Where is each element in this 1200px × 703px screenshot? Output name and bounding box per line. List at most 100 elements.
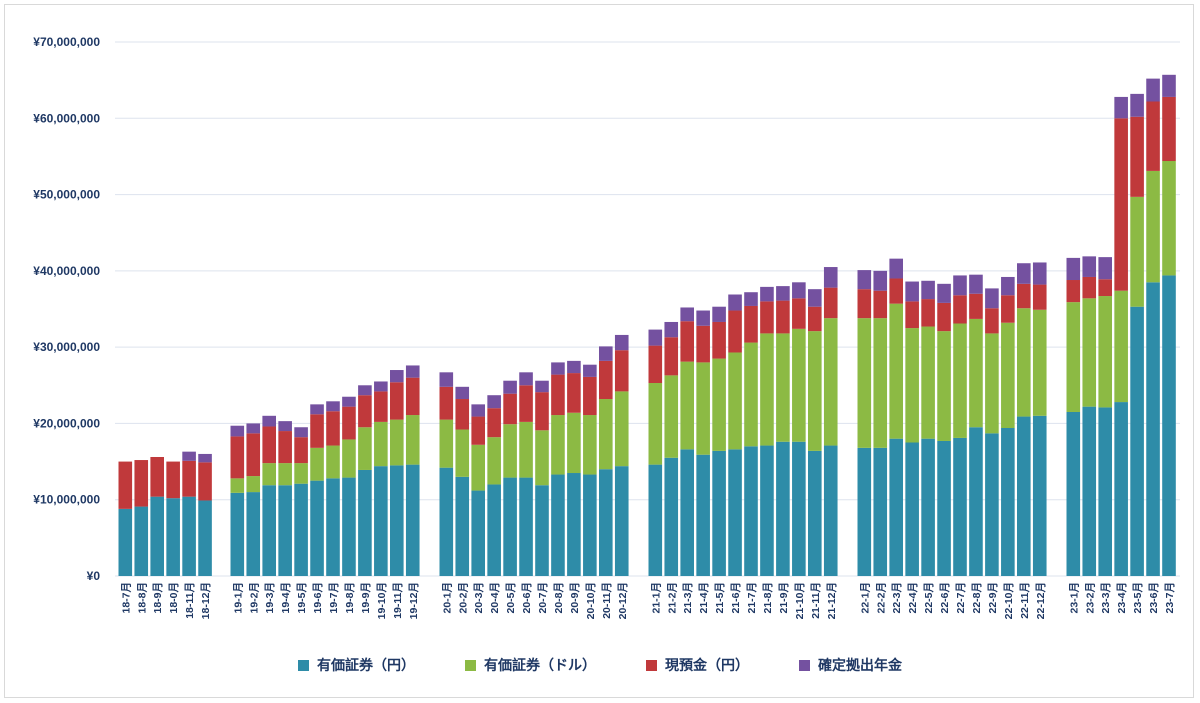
bar-segment [905, 442, 919, 576]
x-tick-label: 20-1月 [441, 582, 453, 614]
legend: 有価証券（円） 有価証券（ドル） 現預金（円） 確定拠出年金 [0, 655, 1200, 675]
bar-segment [1130, 306, 1144, 576]
legend-swatch [465, 659, 476, 671]
bar-segment [857, 447, 872, 576]
legend-swatch [646, 659, 657, 671]
bar-segment [471, 444, 485, 491]
bar-segment [262, 485, 276, 576]
bar-segment [648, 464, 663, 576]
bar-segment [648, 382, 663, 465]
bar-segment [487, 408, 501, 438]
bar-segment [969, 318, 983, 428]
bar-segment [246, 492, 261, 576]
x-tick-label: 19-7月 [328, 582, 340, 614]
bar-segment [583, 415, 597, 475]
bar-segment [599, 346, 613, 361]
bar-segment [551, 415, 565, 475]
bar-segment [1114, 402, 1128, 576]
bar-segment [937, 331, 951, 441]
bar-segment [262, 463, 276, 486]
bar-segment [198, 453, 212, 463]
bar-segment [889, 258, 903, 279]
bar-segment [776, 441, 790, 576]
x-tick-label: 23-7月 [1164, 582, 1176, 614]
bar-segment [471, 416, 485, 445]
bar-segment [823, 287, 838, 319]
bar-segment [1001, 428, 1015, 576]
bar-segment [921, 280, 935, 300]
bar-segment [1017, 283, 1031, 309]
bar-segment [439, 467, 454, 576]
x-tick-label: 21-3月 [682, 582, 694, 614]
bar-segment [535, 430, 549, 486]
bar-segment [1114, 290, 1128, 403]
bar-segment [712, 358, 726, 451]
bar-segment [1032, 415, 1047, 576]
bar-segment [680, 307, 694, 322]
bar-segment [1082, 406, 1097, 576]
x-tick-label: 21-2月 [666, 582, 678, 614]
x-tick-label: 22-11月 [1019, 582, 1031, 619]
x-tick-label: 21-12月 [826, 582, 838, 619]
x-tick-label: 20-9月 [569, 582, 581, 614]
bar-segment [519, 477, 533, 576]
bar-segment [905, 281, 919, 302]
bar-segment [760, 301, 774, 334]
bar-segment [551, 362, 565, 375]
bar-segment [614, 334, 629, 351]
bar-segment [760, 333, 774, 446]
bar-segment [455, 386, 470, 400]
bar-segment [230, 478, 245, 493]
x-tick-label: 22-12月 [1035, 582, 1047, 619]
bar-segment [405, 464, 420, 576]
x-axis-ticks: 18-7月 18-8月 18-9月 18-0月 18-11月 18-12月 19-1月 19-… [120, 582, 1176, 619]
bar-segment [680, 321, 694, 362]
bar-segment [358, 395, 372, 428]
bar-segment [808, 450, 822, 576]
bar-segment [728, 310, 742, 353]
x-tick-label: 23-4月 [1116, 582, 1128, 614]
bar-segment [808, 306, 822, 332]
y-tick-label: ¥70,000,000 [33, 35, 100, 49]
x-tick-label: 22-2月 [875, 582, 887, 614]
y-tick-label: ¥50,000,000 [33, 188, 100, 202]
bar-segment [599, 360, 613, 400]
x-tick-label: 21-9月 [778, 582, 790, 614]
bar-segment [439, 386, 454, 420]
x-tick-label: 20-4月 [489, 582, 501, 614]
bar-segment [1098, 407, 1112, 576]
bar-segment [1146, 78, 1160, 102]
bar-segment [535, 380, 549, 393]
x-tick-label: 20-11月 [601, 582, 613, 619]
bar-segment [921, 299, 935, 327]
bar-segment [873, 270, 888, 291]
x-tick-label: 23-5月 [1132, 582, 1144, 614]
bar-segment [262, 415, 276, 427]
bar-segment [953, 295, 967, 324]
bar-segment [857, 289, 872, 319]
bar-segment [823, 267, 838, 288]
bar-segment [150, 496, 164, 576]
y-tick-label: ¥0 [87, 569, 101, 583]
bar-segment [712, 450, 726, 576]
bar-segment [246, 476, 261, 493]
bar-segment [857, 318, 872, 448]
bars [118, 74, 1176, 576]
bar-segment [889, 303, 903, 439]
bar-segment [134, 460, 149, 507]
bar-segment [648, 329, 663, 346]
bar-segment [696, 325, 710, 363]
bar-segment [873, 290, 888, 319]
bar-segment [390, 382, 404, 420]
bar-segment [1162, 74, 1176, 97]
x-tick-label: 19-2月 [248, 582, 260, 614]
bar-segment [1066, 257, 1081, 281]
bar-segment [921, 438, 935, 576]
bar-segment [1130, 93, 1144, 117]
bar-segment [1066, 411, 1081, 576]
bar-segment [583, 474, 597, 576]
bar-segment [342, 477, 356, 576]
x-tick-label: 20-12月 [617, 582, 629, 619]
x-tick-label: 20-6月 [521, 582, 533, 614]
bar-segment [1146, 282, 1160, 576]
